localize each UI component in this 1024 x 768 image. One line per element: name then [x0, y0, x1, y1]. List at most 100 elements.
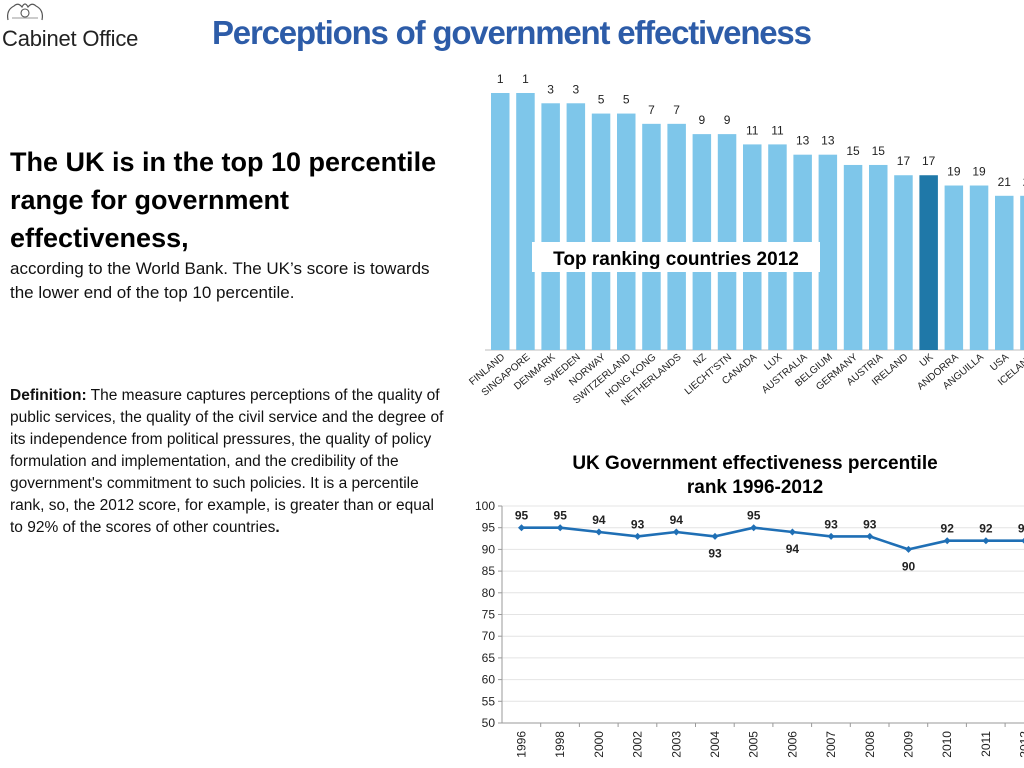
bar-value-label: 7 [648, 103, 655, 117]
x-tick-label: 2004 [708, 731, 722, 758]
bar [516, 93, 535, 350]
data-label: 95 [515, 509, 529, 523]
x-tick-label: 1996 [515, 731, 529, 758]
x-tick-label: 2003 [669, 731, 683, 758]
series-line [521, 526, 1024, 551]
bar [818, 154, 838, 350]
bar [843, 164, 863, 350]
bar [919, 175, 938, 350]
data-point [827, 532, 835, 540]
bar-value-label: 17 [897, 154, 911, 168]
x-tick-label: 2009 [902, 731, 916, 758]
data-point [750, 524, 758, 532]
bar-chart-title: Top ranking countries 2012 [553, 249, 799, 270]
x-tick-label: 2005 [747, 731, 761, 758]
bar [642, 123, 661, 350]
definition-body: The measure captures perceptions of the … [10, 387, 444, 536]
headline-text: The UK is in the top 10 percentile range… [10, 147, 437, 253]
bar [869, 164, 888, 350]
bar [894, 175, 913, 350]
bar-value-label: 5 [623, 93, 630, 107]
data-label: 92 [941, 522, 955, 536]
data-point [788, 528, 796, 536]
bar-value-label: 9 [699, 113, 706, 127]
y-tick-label: 65 [482, 651, 496, 665]
definition-paragraph: Definition: The measure captures percept… [10, 385, 450, 539]
y-tick-label: 85 [482, 564, 496, 578]
uk-effectiveness-line-chart: UK Government effectiveness percentile ra… [475, 453, 1024, 758]
bar [566, 103, 586, 350]
line-chart-title-line-1: UK Government effectiveness percentile [572, 453, 937, 474]
y-tick-label: 95 [482, 521, 496, 535]
bar-value-label: 19 [972, 165, 986, 179]
data-point [518, 524, 525, 532]
x-tick-label: 2010 [940, 731, 954, 758]
bar [995, 195, 1014, 350]
intro-text: according to the World Bank. The UK’s sc… [10, 259, 430, 302]
bar-value-label: 15 [846, 144, 860, 158]
headline-comma: , [181, 223, 189, 253]
bar-value-label: 3 [573, 82, 580, 96]
line-chart-title-line-2: rank 1996-2012 [687, 477, 823, 498]
bar [667, 123, 686, 350]
data-point [866, 532, 874, 540]
x-tick-label: 2002 [631, 731, 645, 758]
x-tick-label: 2008 [863, 731, 877, 758]
bar-value-label: 13 [821, 134, 835, 148]
y-tick-label: 75 [482, 608, 496, 622]
top-ranking-bar-chart: 1FINLAND1SINGAPORE3DENMARK3SWEDEN5NORWAY… [467, 72, 1024, 408]
bar-value-label: 21 [998, 175, 1012, 189]
bar-value-label: 21 [1023, 175, 1024, 189]
data-label: 93 [863, 517, 877, 531]
data-point [905, 545, 912, 553]
royal-crest-logo [7, 3, 43, 21]
x-tick-label: 1998 [553, 731, 567, 758]
data-point [982, 537, 990, 545]
page-title: Perceptions of government effectiveness [212, 14, 812, 51]
y-tick-label: 60 [482, 673, 496, 687]
bar-value-label: 17 [922, 154, 936, 168]
bar [969, 185, 989, 350]
data-label: 93 [708, 546, 722, 560]
data-label: 90 [902, 559, 916, 573]
definition-end: . [275, 519, 280, 536]
cabinet-office-logo-text: Cabinet Office [2, 26, 139, 51]
data-label: 93 [631, 517, 645, 531]
data-point [1021, 537, 1024, 544]
data-point [556, 524, 564, 532]
bar-value-label: 19 [947, 165, 961, 179]
bar-category-label: UK [918, 352, 936, 370]
bar [1020, 195, 1024, 350]
bar-value-label: 9 [724, 113, 731, 127]
y-tick-label: 90 [482, 542, 496, 556]
y-tick-label: 100 [475, 499, 495, 513]
definition-label: Definition: [10, 387, 87, 404]
bar [491, 93, 510, 350]
bar-value-label: 11 [746, 123, 759, 137]
data-point [711, 532, 719, 540]
data-label: 92 [1018, 522, 1024, 536]
bar-value-label: 3 [547, 82, 554, 96]
x-tick-label: 2011 [979, 731, 993, 757]
y-tick-label: 50 [482, 716, 496, 730]
bar [541, 103, 560, 350]
data-point [634, 532, 642, 540]
bar [591, 113, 611, 350]
bar-chart-title-box [532, 242, 820, 272]
data-label: 94 [786, 542, 800, 556]
data-point [595, 528, 603, 536]
x-tick-label: 2012 [1018, 731, 1024, 758]
bar-value-label: 15 [872, 144, 886, 158]
bar-value-label: 1 [522, 72, 529, 86]
headline: The UK is in the top 10 percentile range… [10, 143, 450, 257]
x-tick-label: 2007 [824, 731, 838, 758]
bar-value-label: 1 [497, 72, 504, 86]
data-label: 92 [979, 522, 993, 536]
bar [944, 185, 964, 350]
y-tick-label: 55 [482, 694, 496, 708]
data-label: 95 [747, 509, 761, 523]
bar-category-label: NZ [691, 352, 708, 369]
data-label: 94 [670, 513, 684, 527]
data-label: 93 [824, 517, 838, 531]
data-label: 94 [592, 513, 606, 527]
